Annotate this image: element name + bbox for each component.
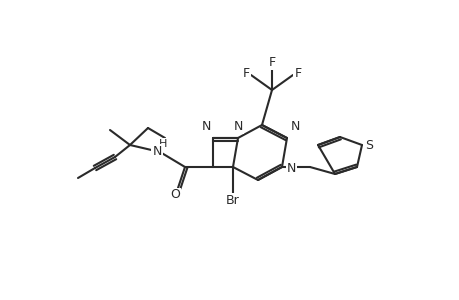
Text: N: N <box>291 120 300 133</box>
Text: N: N <box>233 120 242 133</box>
Text: S: S <box>364 139 372 152</box>
Text: F: F <box>268 56 275 68</box>
Text: N: N <box>201 120 211 133</box>
Text: N: N <box>152 145 161 158</box>
Text: F: F <box>242 67 249 80</box>
Text: N: N <box>286 161 296 175</box>
Text: F: F <box>294 67 301 80</box>
Text: Br: Br <box>226 194 239 206</box>
Text: O: O <box>170 188 179 202</box>
Text: H: H <box>158 139 167 149</box>
